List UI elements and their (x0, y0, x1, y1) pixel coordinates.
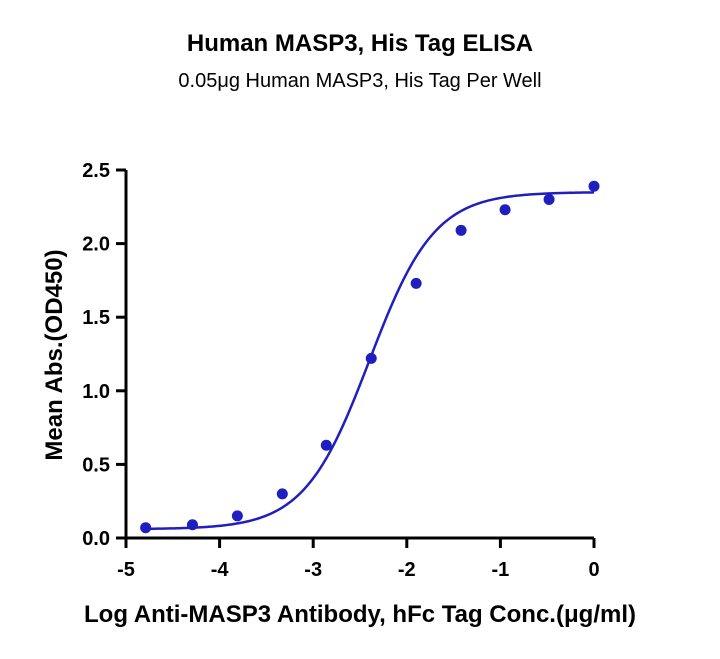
x-tick-label: 0 (588, 559, 599, 581)
y-tick-label: 1.5 (82, 307, 110, 329)
x-tick-label: -4 (211, 559, 230, 581)
chart-subtitle: 0.05μg Human MASP3, His Tag Per Well (178, 70, 542, 92)
data-point (455, 224, 467, 236)
data-point (140, 522, 152, 534)
x-axis-label: Log Anti-MASP3 Antibody, hFc Tag Conc.(μ… (84, 601, 636, 628)
y-tick-label: 2.5 (82, 160, 110, 182)
data-point (588, 180, 600, 192)
chart-title: Human MASP3, His Tag ELISA (186, 30, 534, 57)
x-tick-label: -5 (117, 559, 135, 581)
data-point (543, 193, 555, 205)
y-tick-label: 0.5 (82, 454, 110, 476)
data-points-layer (140, 180, 600, 534)
data-point (365, 352, 377, 364)
data-point (231, 510, 243, 522)
x-tick-label: -3 (304, 559, 322, 581)
data-point (320, 439, 332, 451)
data-point (276, 488, 288, 500)
y-tick-label: 0.0 (82, 528, 110, 550)
axes: 0.0 0.5 1.0 1.5 2.0 2.5 -5 -4 -3 -2 -1 0 (82, 160, 599, 581)
y-tick-label: 1.0 (82, 381, 110, 403)
x-tick-label: -1 (492, 559, 510, 581)
data-point (499, 204, 511, 216)
data-point (186, 519, 198, 531)
x-tick-label: -2 (398, 559, 416, 581)
y-axis-label: Mean Abs.(OD450) (41, 249, 68, 460)
data-point (410, 277, 422, 289)
y-tick-label: 2.0 (82, 234, 110, 256)
